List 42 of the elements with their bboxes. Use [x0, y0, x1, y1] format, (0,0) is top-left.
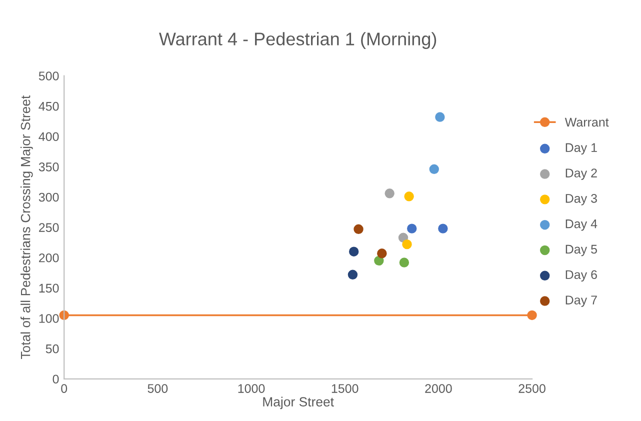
point — [404, 192, 414, 202]
point — [438, 224, 448, 234]
y-tick-label: 400 — [38, 132, 59, 142]
y-tick-label: 350 — [38, 162, 59, 172]
point — [348, 270, 358, 280]
legend-label: Day 6 — [566, 270, 597, 282]
point — [348, 246, 359, 256]
x-axis-title: Major Street — [263, 396, 334, 410]
y-tick-label: 250 — [39, 223, 59, 232]
legend-label: Warrant — [564, 118, 609, 127]
x-tick-label: 0 — [61, 384, 68, 393]
legend-label: Day 7 — [566, 296, 597, 307]
legend-label: Day 4 — [566, 220, 598, 231]
point — [429, 164, 439, 174]
y-tick-label: 0 — [52, 374, 59, 384]
point — [527, 310, 537, 320]
y-axis-title: Total of all Pedestrians Crossing Major Street — [20, 95, 33, 360]
y-tick-label: 150 — [39, 284, 59, 293]
point — [407, 224, 417, 234]
point — [399, 258, 410, 268]
y-tick-label: 50 — [46, 344, 59, 354]
x-tick-label: 500 — [148, 384, 168, 393]
y-tick-label: 300 — [38, 192, 59, 202]
x-tick-label: 2000 — [425, 384, 452, 393]
legend-label: Day 5 — [566, 244, 597, 256]
legend-label: Day 1 — [566, 143, 597, 155]
y-tick-label: 450 — [38, 102, 59, 111]
x-tick-label: 1000 — [238, 384, 265, 393]
point — [435, 112, 445, 122]
point — [377, 248, 387, 258]
x-tick-label: 2500 — [518, 384, 546, 393]
y-tick-label: 500 — [38, 72, 59, 80]
point — [384, 188, 394, 198]
point — [374, 256, 384, 266]
legend-label: Day 3 — [566, 194, 597, 206]
chart-title: Warrant 4 - Pedestrian 1 (Morning) — [159, 32, 436, 49]
y-tick-label: 100 — [39, 314, 59, 323]
point — [402, 239, 412, 250]
legend-label: Day 2 — [566, 168, 597, 180]
x-tick-label: 1500 — [332, 384, 358, 393]
y-tick-label: 200 — [39, 253, 59, 262]
point — [354, 224, 364, 234]
